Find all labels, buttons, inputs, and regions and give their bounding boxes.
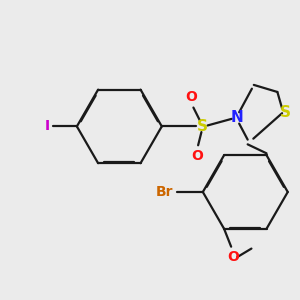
Text: Br: Br xyxy=(156,185,174,199)
Text: S: S xyxy=(280,105,291,120)
Text: S: S xyxy=(196,119,207,134)
Text: O: O xyxy=(228,250,239,265)
Text: I: I xyxy=(44,119,50,134)
Text: O: O xyxy=(191,149,203,163)
Text: O: O xyxy=(186,90,197,104)
Text: N: N xyxy=(231,110,244,125)
